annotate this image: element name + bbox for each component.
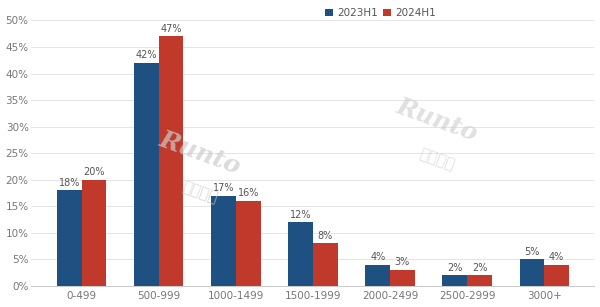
Text: 洛图科技: 洛图科技	[417, 146, 457, 172]
Bar	[520, 259, 544, 286]
Text: 4%: 4%	[370, 252, 385, 262]
Text: 8%: 8%	[317, 231, 333, 241]
Bar	[57, 190, 82, 286]
Text: 2%: 2%	[447, 262, 463, 273]
Bar	[544, 265, 569, 286]
Text: 47%: 47%	[160, 24, 182, 34]
Bar	[442, 275, 467, 286]
Bar	[390, 270, 415, 286]
Text: 20%: 20%	[83, 167, 105, 177]
Text: 42%: 42%	[136, 50, 157, 60]
Bar	[211, 196, 236, 286]
Text: 18%: 18%	[59, 178, 80, 188]
Text: 洛图科技: 洛图科技	[181, 179, 220, 205]
Text: 2%: 2%	[472, 262, 487, 273]
Bar	[236, 201, 260, 286]
Bar	[313, 243, 338, 286]
Legend: 2023H1, 2024H1: 2023H1, 2024H1	[320, 4, 440, 22]
Bar	[159, 36, 184, 286]
Text: 12%: 12%	[290, 209, 311, 220]
Text: 17%: 17%	[213, 183, 234, 193]
Text: 16%: 16%	[238, 188, 259, 198]
Text: 4%: 4%	[549, 252, 564, 262]
Text: 5%: 5%	[524, 247, 539, 257]
Bar	[288, 222, 313, 286]
Text: Runto: Runto	[393, 95, 481, 146]
Bar	[365, 265, 390, 286]
Bar	[467, 275, 492, 286]
Bar	[82, 180, 106, 286]
Bar	[134, 63, 159, 286]
Text: Runto: Runto	[156, 127, 244, 179]
Text: 3%: 3%	[395, 257, 410, 267]
